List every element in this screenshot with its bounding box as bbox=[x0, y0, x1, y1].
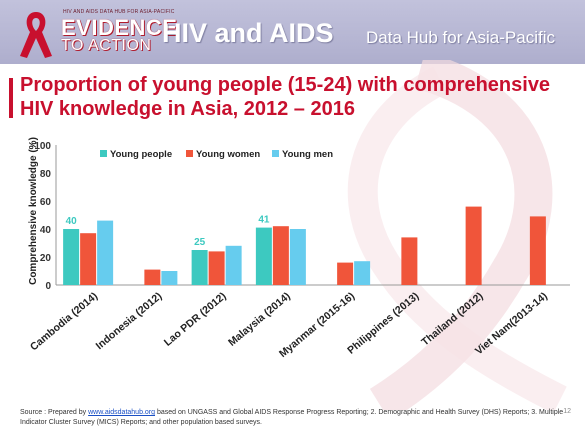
bar bbox=[80, 233, 97, 285]
x-tick-label: Indonesia (2012) bbox=[94, 290, 165, 352]
logo-to-action-text: TO ACTION bbox=[61, 37, 152, 54]
data-label: 41 bbox=[258, 215, 270, 226]
y-axis-label: Comprehensive knowledge (%) bbox=[28, 137, 39, 285]
x-tick-label: Malaysia (2014) bbox=[226, 290, 293, 349]
bar bbox=[401, 237, 418, 285]
evidence-to-action-logo: HIV AND AIDS DATA HUB FOR ASIA-PACIFIC E… bbox=[6, 6, 177, 58]
legend-swatch bbox=[100, 150, 107, 157]
legend-label: Young women bbox=[196, 149, 260, 160]
bar bbox=[354, 261, 371, 285]
bar bbox=[225, 245, 242, 285]
logo-evidence-text: EVIDENCE bbox=[61, 15, 178, 40]
header-band bbox=[0, 0, 585, 64]
y-tick-label: 40 bbox=[40, 225, 52, 236]
app-title: HIV and AIDS bbox=[162, 18, 334, 48]
bar bbox=[255, 227, 272, 285]
source-link[interactable]: www.aidsdatahub.org bbox=[88, 409, 156, 416]
legend-swatch bbox=[272, 150, 279, 157]
logo-tagline: HIV AND AIDS DATA HUB FOR ASIA-PACIFIC bbox=[63, 9, 175, 15]
bar bbox=[63, 229, 80, 285]
y-tick-label: 20 bbox=[40, 253, 52, 264]
bar bbox=[191, 250, 208, 285]
bar bbox=[529, 216, 546, 285]
bar bbox=[289, 229, 306, 285]
y-tick-label: 60 bbox=[40, 197, 52, 208]
title-accent-bar bbox=[9, 78, 13, 118]
page-number: 12 bbox=[563, 408, 571, 415]
x-tick-label: Philippines (2013) bbox=[345, 290, 421, 357]
y-tick-label: 0 bbox=[45, 281, 51, 292]
x-tick-label: Cambodia (2014) bbox=[28, 290, 100, 353]
bar bbox=[161, 271, 178, 285]
bar bbox=[97, 220, 114, 285]
data-label: 25 bbox=[194, 237, 206, 248]
legend-label: Young people bbox=[110, 149, 172, 160]
red-ribbon-icon bbox=[20, 12, 52, 58]
app-subtitle: Data Hub for Asia-Pacific bbox=[366, 28, 555, 47]
source-prefix: Source : Prepared by bbox=[20, 409, 89, 416]
bar bbox=[337, 262, 354, 285]
y-tick-label: 100 bbox=[34, 141, 51, 152]
background-ribbon-graphic bbox=[347, 60, 567, 410]
bar bbox=[272, 226, 289, 285]
source-suffix: based on UNGASS and Global AIDS Response… bbox=[20, 409, 564, 426]
legend-swatch bbox=[186, 150, 193, 157]
data-label: 40 bbox=[66, 216, 78, 227]
bar bbox=[208, 251, 225, 285]
source-note: Source : Prepared by www.aidsdatahub.org… bbox=[20, 408, 565, 428]
y-tick-label: 80 bbox=[40, 169, 52, 180]
bar bbox=[144, 269, 161, 285]
legend-label: Young men bbox=[282, 149, 333, 160]
x-tick-label: Lao PDR (2012) bbox=[162, 290, 229, 349]
x-tick-label: Thailand (2012) bbox=[419, 290, 485, 348]
bar bbox=[465, 206, 482, 285]
slide-title: Proportion of young people (15-24) with … bbox=[20, 74, 551, 120]
